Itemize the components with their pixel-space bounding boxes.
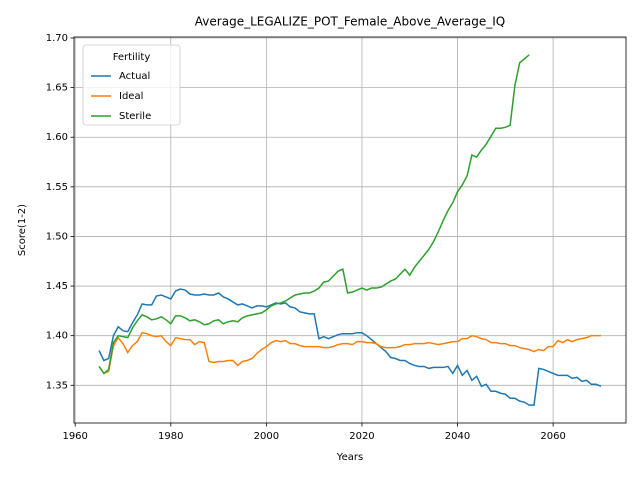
line-series: [98, 288, 602, 406]
x-tick-label: 2020: [349, 431, 374, 442]
x-tick-label: 1960: [62, 431, 87, 442]
y-axis-label: Score(1-2): [17, 204, 28, 256]
y-tick-label: 1.40: [46, 331, 68, 342]
y-tick-label: 1.55: [46, 182, 68, 193]
y-tick-label: 1.45: [46, 281, 68, 292]
legend-label: Sterile: [119, 111, 151, 122]
y-tick-label: 1.35: [46, 380, 68, 391]
plot-frame: [73, 36, 627, 424]
y-tick-label: 1.50: [46, 231, 68, 242]
y-tick-label: 1.60: [46, 132, 68, 143]
line-series: [98, 54, 530, 375]
legend-title: Fertility: [113, 52, 151, 63]
x-tick-label: 2040: [445, 431, 470, 442]
line-series: [98, 331, 601, 375]
chart-title: Average_LEGALIZE_POT_Female_Above_Averag…: [195, 15, 505, 29]
legend-box: [82, 44, 181, 126]
x-tick-label: 2060: [540, 431, 565, 442]
x-tick-label: 2000: [254, 431, 279, 442]
legend-label: Ideal: [119, 91, 143, 102]
legend-label: Actual: [119, 71, 150, 82]
y-tick-label: 1.70: [46, 33, 68, 44]
y-tick-label: 1.65: [46, 83, 68, 94]
x-axis-label: Years: [336, 452, 363, 463]
x-tick-label: 1980: [158, 431, 183, 442]
